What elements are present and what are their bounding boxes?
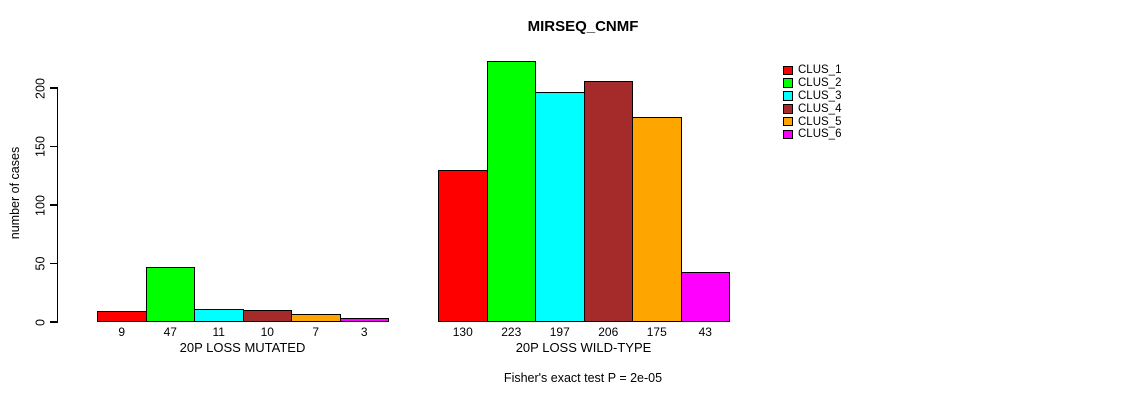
legend: CLUS_1 CLUS_2 CLUS_3 CLUS_4 CLUS_5 CLUS_6 (783, 64, 841, 141)
bar-value-label: 10 (260, 325, 274, 339)
bar-clus_3-group1 (194, 309, 244, 322)
bar-clus_3-group2 (535, 91, 585, 322)
bar-value-label: 3 (360, 325, 368, 339)
bar-clus_4-group2 (583, 80, 633, 322)
x-group-label-1: 20P LOSS MUTATED (179, 340, 306, 355)
chart-title: MIRSEQ_CNMF (527, 18, 639, 35)
legend-label: CLUS_1 (798, 64, 842, 77)
legend-label: CLUS_5 (798, 115, 842, 128)
bar-value-label: 223 (501, 325, 522, 339)
legend-label: CLUS_3 (798, 89, 842, 102)
legend-label: CLUS_4 (798, 102, 842, 115)
y-tick-mark (50, 204, 58, 206)
legend-item-clus_1: CLUS_1 (783, 64, 841, 77)
legend-item-clus_6: CLUS_6 (783, 128, 841, 141)
legend-swatch-clus_1 (783, 65, 793, 76)
x-group-label-2: 20P LOSS WILD-TYPE (515, 340, 652, 355)
legend-swatch-clus_4 (783, 104, 793, 114)
legend-swatch-clus_5 (783, 116, 793, 127)
y-axis-label: number of cases (8, 146, 22, 240)
legend-label: CLUS_2 (798, 77, 842, 90)
bar-clus_5-group2 (632, 117, 682, 322)
bar-clus_6-group2 (680, 271, 730, 322)
legend-item-clus_5: CLUS_5 (783, 115, 841, 128)
y-tick-mark (50, 262, 58, 265)
bar-clus_1-group2 (438, 169, 488, 322)
bar-value-label: 175 (646, 325, 667, 339)
fisher-test-caption: Fisher's exact test P = 2e-05 (503, 371, 663, 385)
y-tick-mark (50, 321, 58, 323)
bar-value-label: 47 (163, 325, 177, 339)
bar-value-label: 197 (549, 325, 570, 339)
bar-clus_5-group1 (291, 313, 341, 322)
legend-item-clus_2: CLUS_2 (783, 77, 841, 90)
y-tick-label: 150 (33, 136, 48, 157)
bar-clus_4-group1 (242, 310, 292, 322)
bar-value-label: 7 (312, 325, 320, 339)
y-tick-mark (50, 145, 58, 148)
bar-clus_2-group2 (486, 61, 536, 322)
bar-value-label: 43 (698, 325, 712, 339)
bar-value-label: 206 (598, 325, 619, 339)
bar-value-label: 130 (452, 325, 473, 339)
legend-swatch-clus_6 (783, 129, 793, 140)
bar-clus_1-group1 (97, 311, 147, 322)
y-tick-label: 100 (33, 194, 48, 216)
y-tick-label: 50 (33, 256, 48, 271)
y-tick-mark (50, 87, 58, 89)
y-tick-label: 0 (33, 318, 48, 326)
legend-swatch-clus_2 (783, 78, 793, 88)
legend-swatch-clus_3 (783, 91, 793, 101)
bar-value-label: 11 (212, 325, 225, 339)
y-tick-label: 200 (33, 77, 48, 99)
bar-value-label: 9 (118, 325, 126, 339)
bar-clus_2-group1 (145, 267, 195, 322)
bar-clus_6-group1 (339, 318, 389, 322)
legend-label: CLUS_6 (798, 128, 842, 141)
legend-item-clus_3: CLUS_3 (783, 90, 841, 103)
legend-item-clus_4: CLUS_4 (783, 102, 841, 115)
